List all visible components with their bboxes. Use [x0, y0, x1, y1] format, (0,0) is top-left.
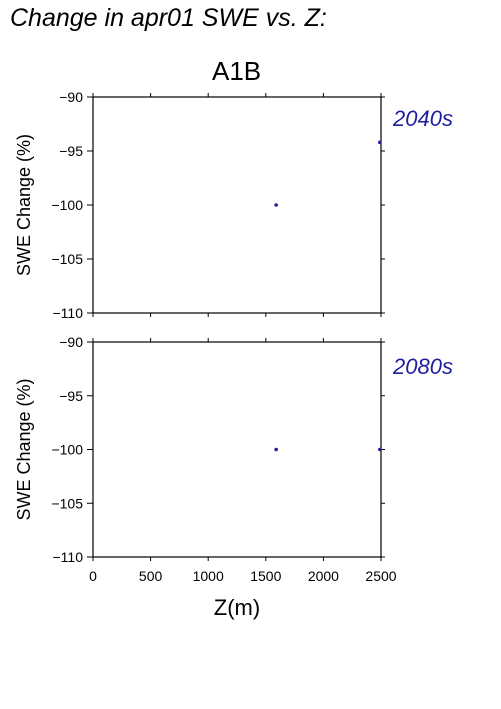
x-tick-label: 2000	[308, 568, 339, 584]
data-point	[274, 203, 278, 207]
y-axis-title: SWE Change (%)	[14, 378, 34, 520]
period-label-2080s: 2080s	[393, 354, 453, 379]
y-tick-label: −90	[59, 334, 83, 350]
plot-frame	[92, 341, 382, 558]
y-axis-title: SWE Change (%)	[14, 134, 34, 276]
y-tick-label: −110	[53, 305, 84, 321]
period-label-2040s: 2040s	[393, 106, 453, 131]
y-tick-label: −105	[51, 495, 83, 511]
x-tick-label: 1000	[193, 568, 224, 584]
x-axis-title: Z(m)	[214, 595, 260, 620]
data-point	[378, 447, 382, 452]
y-tick-label: −95	[59, 143, 83, 159]
y-tick-label: −90	[59, 89, 83, 105]
y-tick-label: −105	[51, 251, 83, 267]
y-tick-label: −100	[51, 442, 83, 458]
data-point	[274, 447, 278, 452]
y-tick-label: −110	[53, 549, 84, 565]
x-tick-label: 0	[89, 568, 97, 584]
y-tick-label: −95	[59, 388, 83, 404]
y-tick-label: −100	[51, 197, 83, 213]
plot-frame	[92, 96, 382, 314]
x-tick-label: 1500	[250, 568, 281, 584]
scenario-label: A1B	[212, 56, 262, 86]
data-point	[378, 140, 382, 145]
figure-title: Change in apr01 SWE vs. Z:	[10, 4, 327, 32]
x-tick-label: 2500	[365, 568, 396, 584]
x-tick-label: 500	[139, 568, 163, 584]
